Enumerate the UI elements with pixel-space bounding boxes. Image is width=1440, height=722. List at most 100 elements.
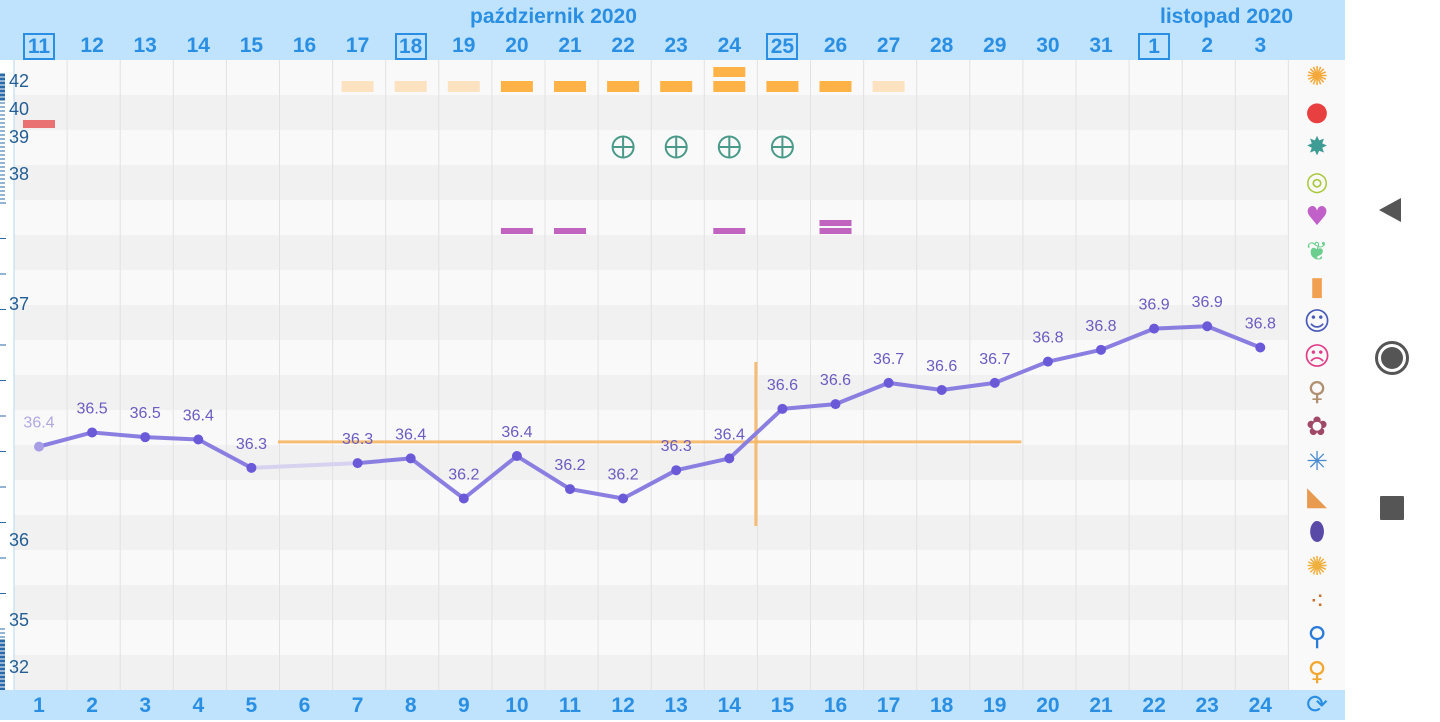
cycle-day-19[interactable]: 19 xyxy=(983,694,1007,717)
cycle-day-9[interactable]: 9 xyxy=(457,694,470,717)
temp-segment xyxy=(355,456,413,466)
cycle-day-10[interactable]: 10 xyxy=(505,694,529,717)
cycle-day-17[interactable]: 17 xyxy=(876,694,901,717)
pregnancy-test-icon[interactable]: ♀ xyxy=(1307,377,1327,407)
cycle-day-4[interactable]: 4 xyxy=(192,694,205,717)
cycle-day-16[interactable]: 16 xyxy=(823,694,848,717)
cycle-day-14[interactable]: 14 xyxy=(717,694,741,717)
cycle-day-11[interactable]: 11 xyxy=(558,694,582,717)
date-16[interactable]: 16 xyxy=(292,34,317,57)
y-axis-label: 42 xyxy=(9,71,30,91)
temp-label: 36.7 xyxy=(979,351,1010,368)
positive-test-icon xyxy=(664,135,688,159)
cycle-day-3[interactable]: 3 xyxy=(139,694,152,717)
recents-button[interactable] xyxy=(1380,496,1404,520)
spotting-splash-icon[interactable]: ✸ xyxy=(1306,132,1328,162)
temp-point xyxy=(989,377,1000,388)
temp-point xyxy=(193,434,204,445)
cycle-day-18[interactable]: 18 xyxy=(930,694,954,717)
date-25[interactable]: 25 xyxy=(766,33,799,60)
cycle-day-24[interactable]: 24 xyxy=(1248,694,1272,717)
positive-test-icon xyxy=(717,135,741,159)
month-label-october: październik 2020 xyxy=(470,5,637,28)
date-30[interactable]: 30 xyxy=(1036,34,1060,57)
temp-point xyxy=(565,484,575,495)
temp-segment xyxy=(1205,324,1263,350)
date-21[interactable]: 21 xyxy=(558,34,582,57)
headache-icon[interactable]: ☹ xyxy=(1303,342,1331,372)
cycle-day-7[interactable]: 7 xyxy=(351,694,364,717)
date-2[interactable]: 2 xyxy=(1201,34,1214,57)
breast-icon[interactable]: ◣ xyxy=(1307,482,1327,512)
temp-label: 36.7 xyxy=(873,351,904,368)
date-28[interactable]: 28 xyxy=(930,34,954,57)
temp-segment xyxy=(514,454,572,492)
leaf-icon[interactable]: ❦ xyxy=(1306,237,1328,267)
temp-point xyxy=(246,462,257,473)
date-23[interactable]: 23 xyxy=(664,34,688,57)
temp-segment xyxy=(780,402,838,411)
woman-icon[interactable]: ♀ xyxy=(1307,657,1327,687)
temp-point xyxy=(777,403,788,414)
dots-icon[interactable]: ⁖ xyxy=(1309,587,1325,617)
date-26[interactable]: 26 xyxy=(823,34,848,57)
date-13[interactable]: 13 xyxy=(133,34,157,57)
cycle-day-22[interactable]: 22 xyxy=(1142,694,1166,717)
temp-segment xyxy=(1152,324,1210,331)
y-axis-label: 38 xyxy=(9,164,30,184)
cycle-day-13[interactable]: 13 xyxy=(664,694,688,717)
balloon-icon[interactable]: ⬮ xyxy=(1308,517,1326,547)
date-24[interactable]: 24 xyxy=(717,34,741,57)
mood-smile-icon[interactable]: ☺ xyxy=(1303,307,1331,337)
positive-test-icon xyxy=(611,135,635,159)
fertility-chart: 36.4 36.5 36.5 36.4 36.3 36.3 36.4 36.2 36.4 36.2… xyxy=(0,60,1289,691)
cycle-day-6[interactable]: 6 xyxy=(298,694,311,717)
intercourse-bar xyxy=(554,228,586,234)
date-19[interactable]: 19 xyxy=(452,34,476,57)
cycle-day-12[interactable]: 12 xyxy=(611,694,635,717)
temp-label: 36.4 xyxy=(183,408,214,425)
date-12[interactable]: 12 xyxy=(80,34,104,57)
sun-warning-icon[interactable]: ✺ xyxy=(1306,552,1328,582)
y-axis-label: 40 xyxy=(9,99,30,119)
temp-point xyxy=(883,377,894,388)
home-button[interactable] xyxy=(1374,340,1410,376)
temp-segment xyxy=(37,430,95,449)
back-button[interactable] xyxy=(1377,197,1403,223)
cycle-icon[interactable]: ⟳ xyxy=(1306,690,1328,720)
sparkle-icon[interactable]: ✳ xyxy=(1306,447,1328,477)
mucus-bar xyxy=(554,81,586,92)
cycle-day-23[interactable]: 23 xyxy=(1195,694,1219,717)
cervix-rings-icon[interactable]: ◎ xyxy=(1305,167,1329,197)
date-11[interactable]: 11 xyxy=(23,33,55,60)
cycle-day-2[interactable]: 2 xyxy=(86,694,98,717)
cycle-day-15[interactable]: 15 xyxy=(770,694,795,717)
date-15[interactable]: 15 xyxy=(239,34,264,57)
date-22[interactable]: 22 xyxy=(611,34,635,57)
date-27[interactable]: 27 xyxy=(876,34,901,57)
date-18[interactable]: 18 xyxy=(394,33,427,60)
bleeding-drop-icon[interactable]: ● xyxy=(1305,97,1329,127)
flower-check-icon[interactable]: ✿ xyxy=(1306,412,1328,442)
date-14[interactable]: 14 xyxy=(186,34,210,57)
intercourse-bar xyxy=(819,220,852,226)
medication-bottle-icon[interactable]: ▮ xyxy=(1309,272,1325,302)
cycle-day-1[interactable]: 1 xyxy=(33,694,45,717)
temp-segment xyxy=(674,456,732,473)
temp-segment xyxy=(939,380,997,392)
date-31[interactable]: 31 xyxy=(1089,34,1113,57)
date-29[interactable]: 29 xyxy=(983,34,1007,57)
nausea-icon[interactable]: ⚲ xyxy=(1307,622,1327,652)
y-axis-label: 35 xyxy=(9,610,30,630)
cycle-day-8[interactable]: 8 xyxy=(404,694,417,717)
date-17[interactable]: 17 xyxy=(345,34,370,57)
cycle-day-5[interactable]: 5 xyxy=(245,694,258,717)
date-20[interactable]: 20 xyxy=(505,34,529,57)
heart-icon[interactable]: ♥ xyxy=(1305,202,1329,232)
cycle-day-21[interactable]: 21 xyxy=(1089,694,1113,717)
cervical-mucus-icon[interactable]: ✺ xyxy=(1306,62,1328,92)
date-1[interactable]: 1 xyxy=(1138,33,1171,60)
temp-segment xyxy=(1099,326,1157,352)
date-3[interactable]: 3 xyxy=(1254,34,1267,57)
cycle-day-20[interactable]: 20 xyxy=(1036,694,1060,717)
